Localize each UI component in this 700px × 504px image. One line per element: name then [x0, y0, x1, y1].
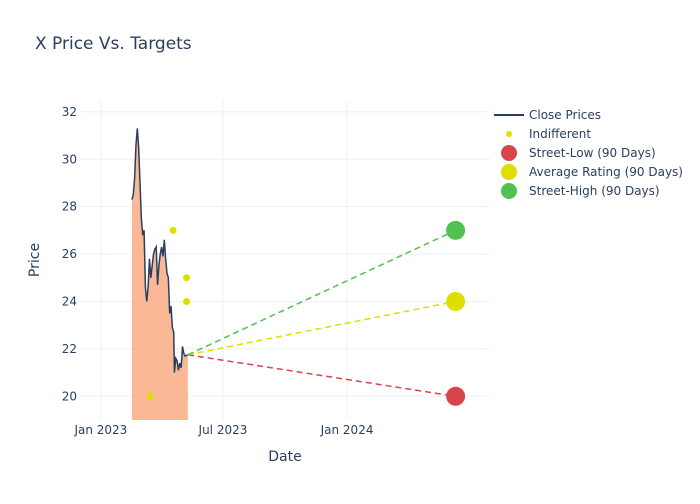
legend-item-label[interactable]: Average Rating (90 Days) [529, 165, 683, 179]
x-tick-label: Jan 2023 [73, 423, 127, 437]
legend-dot-symbol[interactable] [501, 145, 517, 161]
indifferent-rating-marker [169, 226, 177, 234]
average-target-line [187, 300, 456, 356]
y-tick-label: 32 [62, 105, 77, 119]
x-axis-title: Date [268, 449, 301, 465]
y-tick-label: 24 [62, 294, 77, 308]
indifferent-rating-marker [183, 274, 191, 282]
y-tick-label: 26 [62, 247, 77, 261]
street-high-target-line [187, 229, 456, 356]
y-axis-title: Price [27, 243, 43, 277]
y-tick-label: 20 [62, 389, 77, 403]
legend-dot-symbol[interactable] [501, 164, 517, 180]
chart-title: X Price Vs. Targets [35, 34, 192, 54]
legend-item-label[interactable]: Street-High (90 Days) [529, 184, 660, 198]
street-low-target-line [187, 354, 456, 398]
legend-dot-symbol[interactable] [501, 183, 517, 199]
average-target-marker [446, 291, 466, 311]
legend-dot-symbol[interactable] [506, 131, 512, 137]
legend-item-label[interactable]: Indifferent [529, 127, 591, 141]
y-tick-label: 22 [62, 342, 77, 356]
legend-item-label[interactable]: Close Prices [529, 108, 601, 122]
indifferent-rating-marker [146, 392, 154, 400]
close-price-line [131, 128, 189, 373]
street-high-target-marker [446, 220, 466, 240]
y-tick-label: 28 [62, 200, 77, 214]
y-tick-label: 30 [62, 152, 77, 166]
x-tick-label: Jul 2023 [198, 423, 248, 437]
x-tick-label: Jan 2024 [320, 423, 374, 437]
street-low-target-marker [446, 386, 466, 406]
indifferent-rating-marker [183, 297, 191, 305]
legend-item-label[interactable]: Street-Low (90 Days) [529, 146, 656, 160]
